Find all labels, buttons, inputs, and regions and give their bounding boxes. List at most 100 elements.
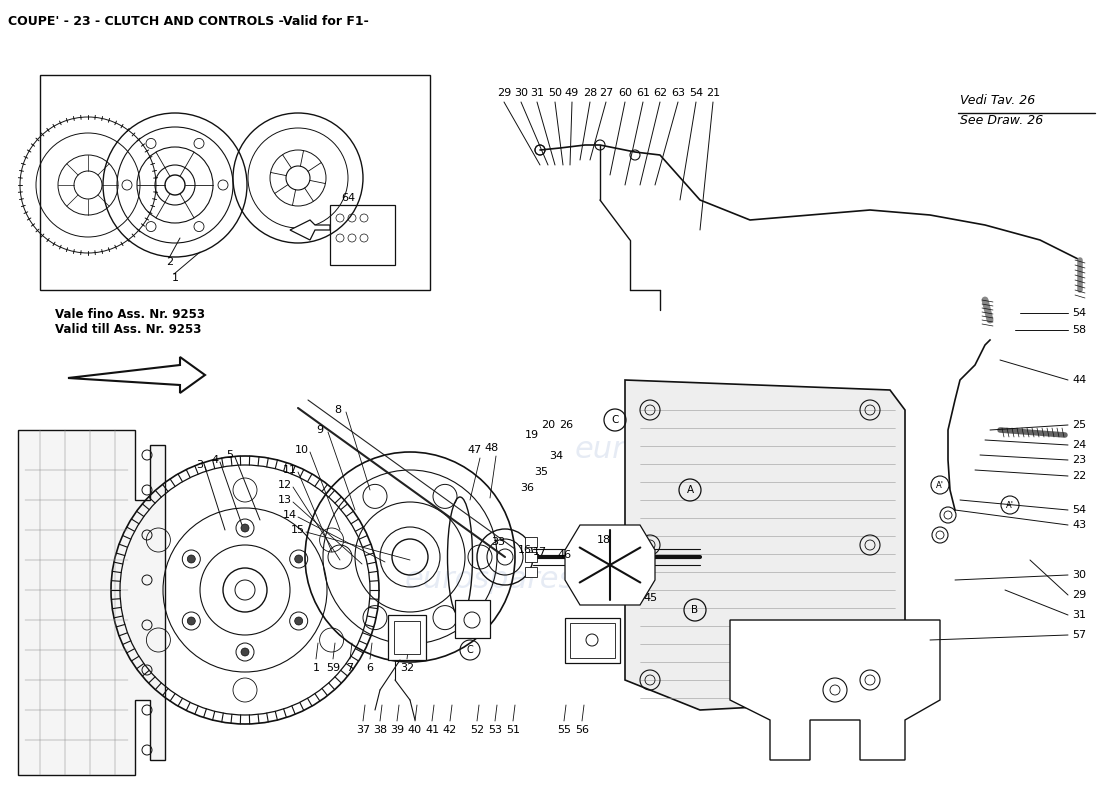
Text: 25: 25 [1072, 420, 1086, 430]
Bar [525, 552, 537, 562]
Text: 8: 8 [334, 405, 342, 415]
Text: 49: 49 [565, 88, 579, 98]
Text: 31: 31 [1072, 610, 1086, 620]
Text: 7: 7 [346, 663, 353, 673]
Bar [394, 621, 420, 654]
Text: 12: 12 [278, 480, 293, 490]
Text: 19: 19 [525, 430, 539, 440]
Text: A': A' [936, 481, 944, 490]
Text: C: C [612, 415, 618, 425]
Text: 34: 34 [549, 451, 563, 461]
Text: 55: 55 [557, 725, 571, 735]
Text: 28: 28 [583, 88, 597, 98]
Text: 54: 54 [1072, 308, 1086, 318]
Text: 47: 47 [468, 445, 482, 455]
Text: 39: 39 [389, 725, 404, 735]
Text: 54: 54 [1072, 505, 1086, 515]
Text: 21: 21 [706, 88, 721, 98]
Polygon shape [68, 357, 205, 393]
Text: C: C [466, 645, 473, 655]
Text: Vale fino Ass. Nr. 9253: Vale fino Ass. Nr. 9253 [55, 308, 205, 321]
Text: 11: 11 [283, 465, 297, 475]
Text: 48: 48 [485, 443, 499, 453]
Circle shape [295, 555, 302, 563]
Bar [330, 205, 395, 265]
Text: 10: 10 [295, 445, 309, 455]
Text: 1: 1 [172, 273, 178, 283]
Text: 26: 26 [559, 420, 573, 430]
Text: 3: 3 [197, 460, 204, 470]
Text: 17: 17 [532, 547, 547, 557]
Text: 64: 64 [341, 193, 355, 203]
Text: 59: 59 [326, 663, 340, 673]
Circle shape [241, 648, 249, 656]
Text: 29: 29 [497, 88, 512, 98]
Text: 22: 22 [1072, 471, 1087, 481]
Text: 37: 37 [356, 725, 370, 735]
Text: 23: 23 [1072, 455, 1086, 465]
Text: 52: 52 [470, 725, 484, 735]
Polygon shape [565, 525, 654, 605]
Text: 44: 44 [1072, 375, 1087, 385]
Text: 63: 63 [671, 88, 685, 98]
Text: 16: 16 [518, 545, 532, 555]
Text: 57: 57 [1072, 630, 1086, 640]
Text: eurospares: eurospares [575, 435, 745, 465]
Text: Valid till Ass. Nr. 9253: Valid till Ass. Nr. 9253 [55, 323, 201, 336]
Bar [388, 615, 426, 660]
Text: 30: 30 [1072, 570, 1086, 580]
Text: eurospares: eurospares [405, 566, 575, 594]
Text: 30: 30 [514, 88, 528, 98]
Text: 50: 50 [548, 88, 562, 98]
Text: 6: 6 [366, 663, 374, 673]
Text: 15: 15 [292, 525, 305, 535]
Bar [570, 623, 615, 658]
Text: 2: 2 [166, 257, 174, 267]
Text: 53: 53 [488, 725, 502, 735]
Text: 42: 42 [443, 725, 458, 735]
Text: 60: 60 [618, 88, 632, 98]
Text: 5: 5 [227, 450, 233, 460]
Text: 13: 13 [278, 495, 292, 505]
Text: 56: 56 [575, 725, 589, 735]
Polygon shape [625, 380, 905, 710]
Bar [565, 618, 620, 663]
Text: 29: 29 [1072, 590, 1087, 600]
Text: A': A' [1006, 501, 1014, 510]
Bar [40, 75, 430, 290]
Text: 18: 18 [597, 535, 612, 545]
Text: 61: 61 [636, 88, 650, 98]
Text: 27: 27 [598, 88, 613, 98]
Text: COUPE' - 23 - CLUTCH AND CONTROLS -Valid for F1-: COUPE' - 23 - CLUTCH AND CONTROLS -Valid… [8, 15, 368, 28]
Text: 36: 36 [520, 483, 534, 493]
Text: 40: 40 [408, 725, 422, 735]
Text: 45: 45 [642, 593, 657, 603]
Text: 62: 62 [653, 88, 667, 98]
Polygon shape [730, 620, 940, 760]
Text: 14: 14 [283, 510, 297, 520]
Text: A: A [686, 485, 694, 495]
Text: 9: 9 [317, 425, 323, 435]
Text: 38: 38 [373, 725, 387, 735]
Text: B: B [692, 605, 698, 615]
Circle shape [241, 524, 249, 532]
Text: Vedi Tav. 26: Vedi Tav. 26 [960, 94, 1035, 106]
Polygon shape [290, 220, 330, 240]
Text: eurospares: eurospares [205, 255, 375, 285]
Circle shape [187, 617, 196, 625]
Polygon shape [18, 430, 165, 775]
Bar [525, 537, 537, 547]
Text: 31: 31 [530, 88, 544, 98]
Text: 20: 20 [541, 420, 556, 430]
Text: 32: 32 [400, 663, 414, 673]
Text: 1: 1 [312, 663, 319, 673]
Bar [455, 600, 490, 638]
Text: See Draw. 26: See Draw. 26 [960, 114, 1043, 126]
Text: 58: 58 [1072, 325, 1086, 335]
Text: 54: 54 [689, 88, 703, 98]
Bar [525, 567, 537, 577]
Text: 43: 43 [1072, 520, 1086, 530]
Text: 24: 24 [1072, 440, 1087, 450]
Text: 41: 41 [425, 725, 439, 735]
Circle shape [187, 555, 196, 563]
